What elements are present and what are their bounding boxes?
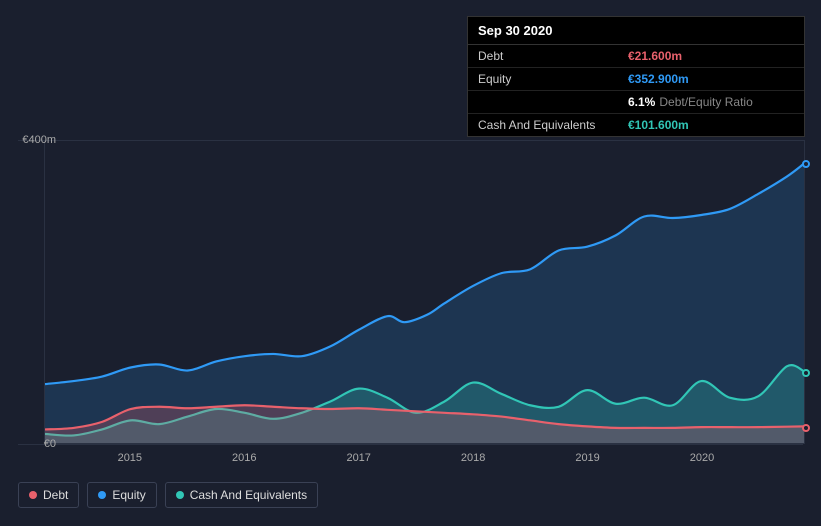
x-axis-label: 2015 <box>118 452 142 464</box>
chart-svg <box>45 141 804 443</box>
legend-dot-icon <box>98 491 106 499</box>
y-axis-label: €400m <box>22 134 56 146</box>
legend-item[interactable]: Cash And Equivalents <box>165 482 318 508</box>
tooltip-row: Cash And Equivalents€101.600m <box>468 114 804 136</box>
gridline <box>18 444 803 445</box>
legend-label: Debt <box>43 488 68 502</box>
series-end-marker <box>802 160 810 168</box>
gridline <box>18 140 803 141</box>
tooltip-label: Equity <box>478 72 628 86</box>
legend-dot-icon <box>29 491 37 499</box>
tooltip-label <box>478 95 628 109</box>
y-axis-label: €0 <box>44 438 56 450</box>
tooltip-row: Debt€21.600m <box>468 45 804 68</box>
tooltip-label: Cash And Equivalents <box>478 118 628 132</box>
legend: Debt Equity Cash And Equivalents <box>18 482 318 508</box>
plot-region[interactable] <box>44 140 805 444</box>
x-axis-label: 2016 <box>232 452 256 464</box>
series-end-marker <box>802 369 810 377</box>
x-axis-label: 2019 <box>575 452 599 464</box>
legend-item[interactable]: Equity <box>87 482 156 508</box>
legend-dot-icon <box>176 491 184 499</box>
x-axis-label: 2017 <box>346 452 370 464</box>
tooltip-label: Debt <box>478 49 628 63</box>
x-axis-label: 2020 <box>690 452 714 464</box>
legend-label: Equity <box>112 488 145 502</box>
legend-label: Cash And Equivalents <box>190 488 307 502</box>
x-axis-label: 2018 <box>461 452 485 464</box>
legend-item[interactable]: Debt <box>18 482 79 508</box>
series-end-marker <box>802 424 810 432</box>
tooltip-row: Equity€352.900m <box>468 68 804 91</box>
tooltip-value: €21.600m <box>628 49 682 63</box>
tooltip-value: €352.900m <box>628 72 689 86</box>
tooltip-value: 6.1%Debt/Equity Ratio <box>628 95 753 109</box>
tooltip-suffix: Debt/Equity Ratio <box>659 95 752 109</box>
tooltip-row: 6.1%Debt/Equity Ratio <box>468 91 804 114</box>
tooltip-value: €101.600m <box>628 118 689 132</box>
tooltip-date: Sep 30 2020 <box>468 17 804 45</box>
tooltip-panel: Sep 30 2020 Debt€21.600mEquity€352.900m6… <box>467 16 805 137</box>
